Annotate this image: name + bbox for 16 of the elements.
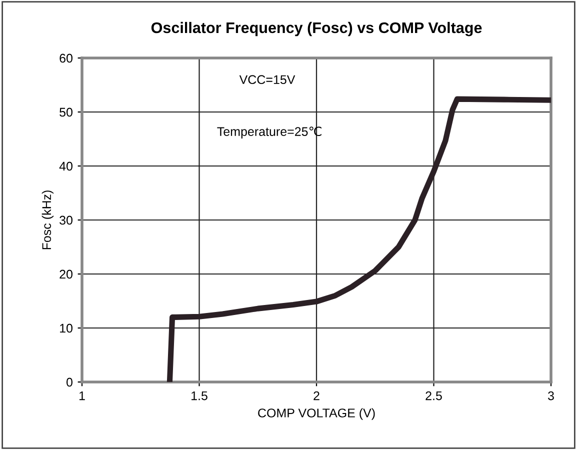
y-tick-label: 10 xyxy=(60,324,72,333)
x-tick-label: 3 xyxy=(548,391,554,400)
y-axis-title: Fosc (kHz) xyxy=(42,190,54,250)
x-tick-label: 1.5 xyxy=(192,391,208,400)
x-tick-label: 2 xyxy=(314,391,320,400)
y-tick-label: 50 xyxy=(60,108,72,117)
y-tick-label: 0 xyxy=(66,378,72,387)
y-tick-label: 40 xyxy=(59,162,72,171)
y-tick-label: 30 xyxy=(60,216,72,225)
x-tick-label: 2.5 xyxy=(426,391,442,400)
annotation: VCC=15V xyxy=(239,75,296,84)
x-axis-title: COMP VOLTAGE (V) xyxy=(258,408,375,420)
y-tick-label: 20 xyxy=(60,270,72,279)
y-tick-label: 60 xyxy=(60,54,72,63)
chart-title: Oscillator Frequency (Fosc) vs COMP Voltage xyxy=(151,22,482,36)
x-tick-label: 1 xyxy=(79,391,85,400)
